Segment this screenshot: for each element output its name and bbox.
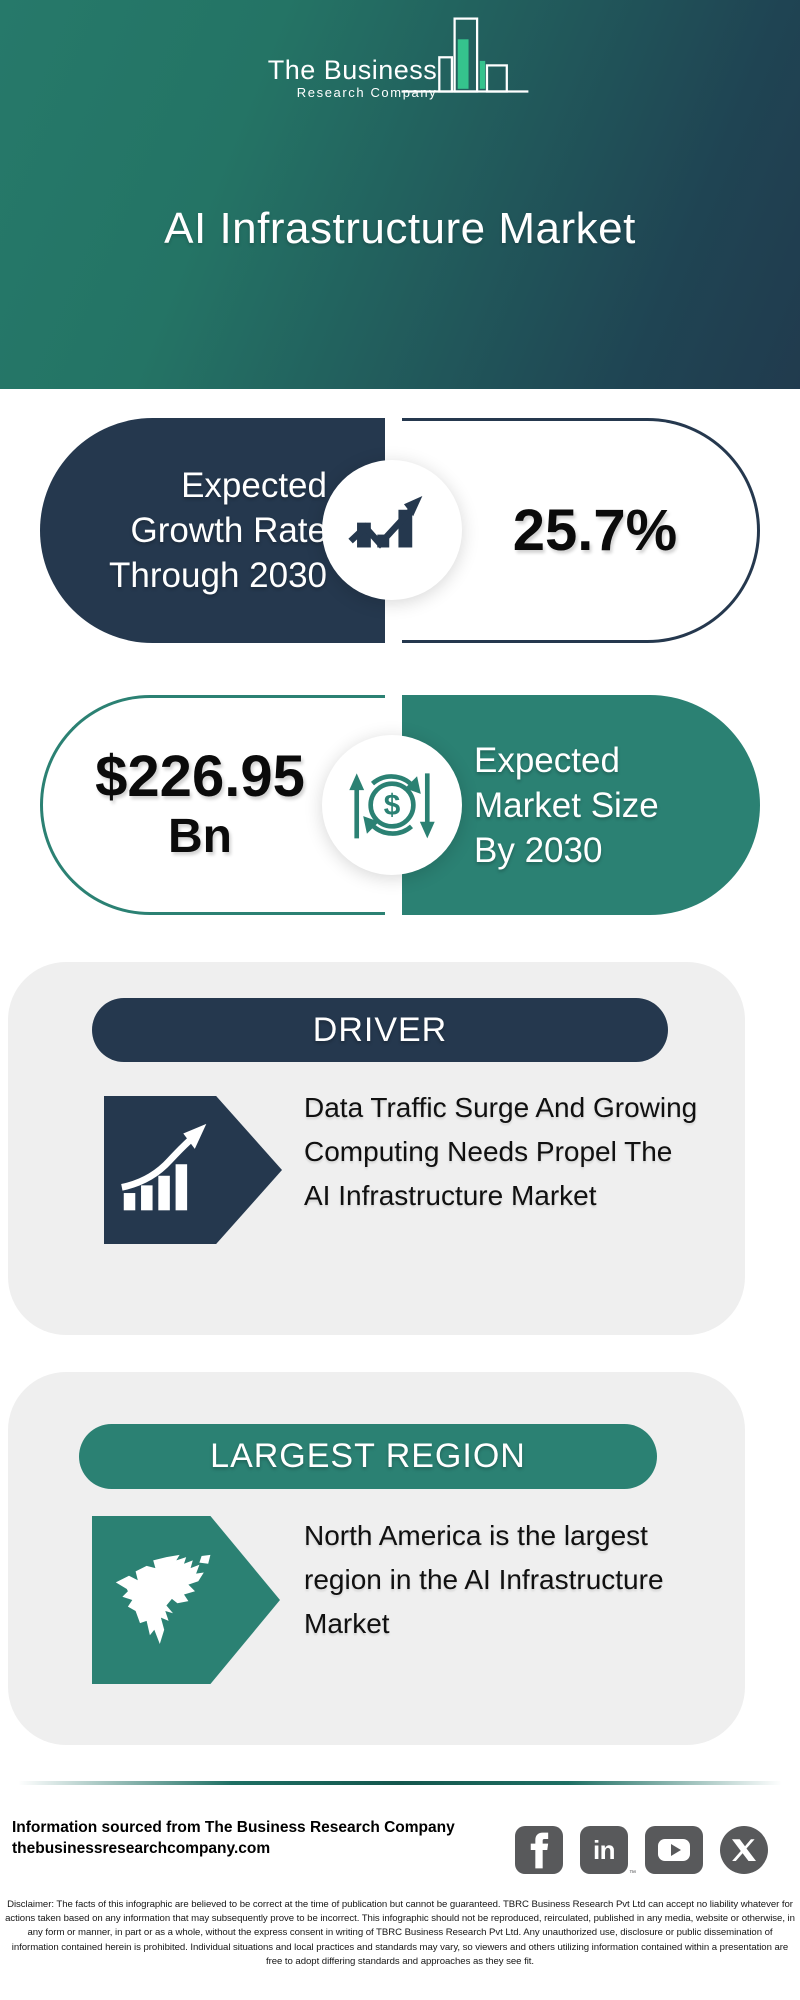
source-text: Information sourced from The Business Re… — [12, 1819, 455, 1836]
company-logo: The Business Research Company — [0, 14, 800, 102]
svg-text:$: $ — [384, 789, 401, 822]
linkedin-icon[interactable]: in ™ — [580, 1826, 636, 1877]
driver-heading: DRIVER — [312, 1010, 448, 1049]
largest-region-description-line2: region in the AI Infrastructure — [304, 1564, 664, 1595]
x-twitter-icon[interactable] — [720, 1826, 768, 1874]
growth-rate-label-line3: Through 2030 — [109, 556, 327, 595]
growth-trend-icon — [322, 460, 462, 600]
largest-region-card: LARGEST REGION North America is the larg… — [8, 1372, 745, 1745]
market-size-value-unit: Bn — [168, 810, 232, 863]
largest-region-description: North America is the largest region in t… — [304, 1514, 664, 1646]
logo-line2: Research Company — [296, 85, 438, 100]
growth-rate-label: Expected Growth Rate Through 2030 — [40, 418, 385, 643]
logo-line1: The Business — [267, 55, 438, 85]
market-size-label-line2: Market Size — [474, 785, 659, 825]
market-size-label: Expected Market Size By 2030 — [402, 695, 760, 915]
driver-description-line1: Data Traffic Surge And Growing — [304, 1092, 698, 1123]
market-size-value-main: $226.95 — [95, 744, 305, 809]
north-america-map-icon — [92, 1516, 280, 1684]
source-attribution: Information sourced from The Business Re… — [12, 1817, 455, 1859]
market-size-label-line1: Expected — [474, 740, 620, 780]
growth-rate-label-line1: Expected — [181, 466, 327, 505]
source-url[interactable]: thebusinessresearchcompany.com — [12, 1840, 271, 1857]
rising-bar-chart-icon — [104, 1096, 282, 1244]
largest-region-description-line1: North America is the largest — [304, 1520, 648, 1551]
market-size-label-line3: By 2030 — [474, 830, 603, 870]
driver-description-line3: AI Infrastructure Market — [304, 1180, 597, 1211]
market-size-value-capsule — [40, 695, 385, 915]
growth-rate-stat: Expected Growth Rate Through 2030 25.7% — [40, 418, 760, 643]
bar-skyline-logo-icon — [397, 14, 532, 102]
currency-exchange-icon: $ — [322, 735, 462, 875]
disclaimer-text: Disclaimer: The facts of this infographi… — [5, 1899, 795, 1967]
growth-rate-value: 25.7% — [512, 498, 678, 563]
largest-region-heading-pill: LARGEST REGION — [79, 1424, 657, 1489]
growth-rate-value-capsule — [402, 418, 760, 643]
market-size-value: $226.95 Bn — [50, 695, 350, 915]
market-size-stat: $226.95 Bn Expected Market Size By 2030 … — [40, 695, 760, 915]
company-logo-text: The Business Research Company — [268, 55, 438, 102]
driver-card: DRIVER Data Traffic Surge And Growing Co… — [8, 962, 745, 1335]
driver-description-line2: Computing Needs Propel The — [304, 1136, 673, 1167]
page-title: AI Infrastructure Market — [164, 204, 636, 253]
facebook-icon[interactable] — [515, 1826, 563, 1874]
social-links: in ™ — [515, 1826, 768, 1877]
largest-region-heading: LARGEST REGION — [210, 1437, 526, 1475]
footer-divider — [18, 1781, 782, 1785]
header-banner: The Business Research Company AI Infrast… — [0, 0, 800, 389]
driver-heading-pill: DRIVER — [92, 998, 668, 1062]
largest-region-description-line3: Market — [304, 1608, 390, 1639]
youtube-icon[interactable] — [645, 1826, 703, 1874]
driver-description: Data Traffic Surge And Growing Computing… — [304, 1086, 697, 1218]
growth-rate-label-line2: Growth Rate — [130, 511, 327, 550]
